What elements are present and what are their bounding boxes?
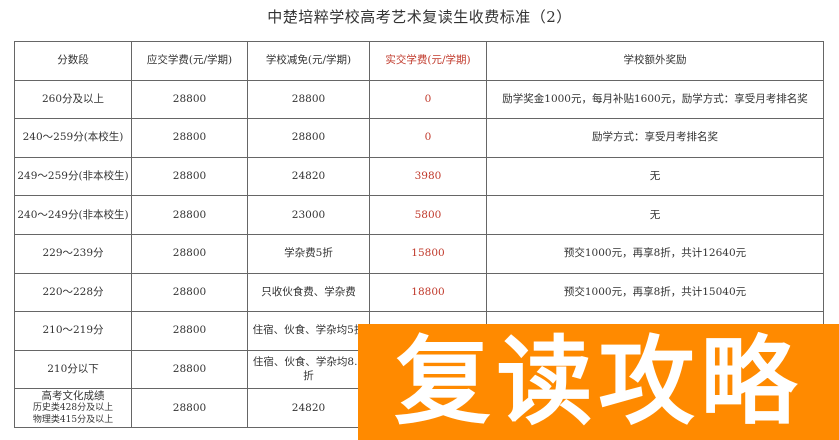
reward-cell: 预交1000元，再享8折，共计15040元 <box>486 272 824 313</box>
header-score: 分数段 <box>14 41 132 81</box>
due-cell: 28800 <box>131 156 248 197</box>
reward-cell: 无 <box>486 195 824 235</box>
due-cell: 28800 <box>131 272 248 313</box>
header-waiver: 学校减免(元/学期) <box>247 41 370 81</box>
table-row: 260分及以上 28800 28800 0 励学奖金1000元，每月补贴1600元，励学… <box>14 79 824 120</box>
waiver-cell: 28800 <box>247 118 370 158</box>
score-cell: 260分及以上 <box>14 79 132 120</box>
table-row: 249～259分(非本校生) 28800 24820 3980 无 <box>14 156 824 197</box>
table-row: 229～239分 28800 学杂费5折 15800 预交1000元，再享8折，共计12… <box>14 233 824 274</box>
paid-cell: 0 <box>369 79 487 120</box>
score-cell: 240～249分(非本校生) <box>14 195 132 235</box>
paid-cell: 5800 <box>369 195 487 235</box>
score-cell: 210～219分 <box>14 311 132 351</box>
waiver-cell: 24820 <box>247 156 370 197</box>
waiver-cell: 学杂费5折 <box>247 233 370 274</box>
score-line: 历史类428分及以上 <box>32 403 114 414</box>
due-cell: 28800 <box>131 388 248 428</box>
score-line: 物理类415分及以上 <box>32 414 114 425</box>
due-cell: 28800 <box>131 349 248 390</box>
waiver-cell: 只收伙食费、学杂费 <box>247 272 370 313</box>
score-cell: 229～239分 <box>14 233 132 274</box>
due-cell: 28800 <box>131 311 248 351</box>
score-cell: 249～259分(非本校生) <box>14 156 132 197</box>
due-cell: 28800 <box>131 118 248 158</box>
score-cell: 220～228分 <box>14 272 132 313</box>
score-cell: 高考文化成绩 历史类428分及以上 物理类415分及以上 <box>14 388 132 428</box>
table-row: 240～249分(非本校生) 28800 23000 5800 无 <box>14 195 824 235</box>
due-cell: 28800 <box>131 195 248 235</box>
paid-cell: 0 <box>369 118 487 158</box>
waiver-cell: 28800 <box>247 79 370 120</box>
reward-cell: 励学方式：享受月考排名奖 <box>486 118 824 158</box>
reward-cell: 预交1000元，再享8折，共计12640元 <box>486 233 824 274</box>
banner: 复读攻略 <box>358 324 839 440</box>
waiver-cell: 24820 <box>247 388 370 428</box>
page-title: 中楚培粹学校高考艺术复读生收费标准（2） <box>267 8 572 26</box>
waiver-cell: 23000 <box>247 195 370 235</box>
table-header-row: 分数段 应交学费(元/学期) 学校减免(元/学期) 实交学费(元/学期) 学校额… <box>14 41 824 81</box>
paid-cell: 15800 <box>369 233 487 274</box>
score-title: 高考文化成绩 <box>41 390 105 403</box>
paid-cell: 18800 <box>369 272 487 313</box>
score-cell: 210分以下 <box>14 349 132 390</box>
waiver-cell: 住宿、伙食、学杂均8.5折 <box>247 349 370 390</box>
reward-cell: 无 <box>486 156 824 197</box>
score-cell: 240～259分(本校生) <box>14 118 132 158</box>
header-paid: 实交学费(元/学期) <box>369 41 487 81</box>
reward-cell: 励学奖金1000元，每月补贴1600元，励学方式：享受月考排名奖 <box>486 79 824 120</box>
table-row: 240～259分(本校生) 28800 28800 0 励学方式：享受月考排名奖 <box>14 118 824 158</box>
waiver-cell: 住宿、伙食、学杂均5折 <box>247 311 370 351</box>
due-cell: 28800 <box>131 233 248 274</box>
header-reward: 学校额外奖励 <box>486 41 824 81</box>
table-row: 220～228分 28800 只收伙食费、学杂费 18800 预交1000元，再享8折，… <box>14 272 824 313</box>
paid-cell: 3980 <box>369 156 487 197</box>
due-cell: 28800 <box>131 79 248 120</box>
header-due: 应交学费(元/学期) <box>131 41 248 81</box>
